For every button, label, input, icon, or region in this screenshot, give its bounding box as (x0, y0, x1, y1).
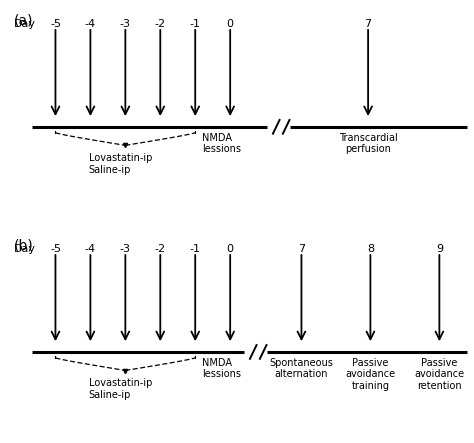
Text: Day: Day (14, 244, 36, 254)
Text: -5: -5 (50, 244, 61, 254)
Text: -1: -1 (190, 19, 201, 29)
Text: Passive
avoidance
retention: Passive avoidance retention (414, 358, 465, 391)
Text: 9: 9 (436, 244, 443, 254)
Text: 8: 8 (367, 244, 374, 254)
Text: Lovastatin-ip
Saline-ip: Lovastatin-ip Saline-ip (89, 378, 152, 400)
Text: (a): (a) (14, 13, 34, 27)
Text: 0: 0 (227, 244, 234, 254)
Text: Transcardial
perfusion: Transcardial perfusion (339, 133, 398, 154)
Text: 7: 7 (365, 19, 372, 29)
Text: NMDA
lessions: NMDA lessions (202, 358, 241, 379)
Text: -3: -3 (120, 244, 131, 254)
Text: Passive
avoidance
training: Passive avoidance training (346, 358, 395, 391)
Text: NMDA
lessions: NMDA lessions (202, 133, 241, 154)
Text: -1: -1 (190, 244, 201, 254)
Text: -3: -3 (120, 19, 131, 29)
Text: 0: 0 (227, 19, 234, 29)
Text: -2: -2 (155, 244, 166, 254)
Text: -4: -4 (85, 19, 96, 29)
Text: 7: 7 (298, 244, 305, 254)
Text: -2: -2 (155, 19, 166, 29)
Text: -4: -4 (85, 244, 96, 254)
Text: Lovastatin-ip
Saline-ip: Lovastatin-ip Saline-ip (89, 153, 152, 175)
Text: Spontaneous
alternation: Spontaneous alternation (270, 358, 333, 379)
Text: Day: Day (14, 19, 36, 29)
Text: -5: -5 (50, 19, 61, 29)
Text: (b): (b) (14, 238, 34, 253)
